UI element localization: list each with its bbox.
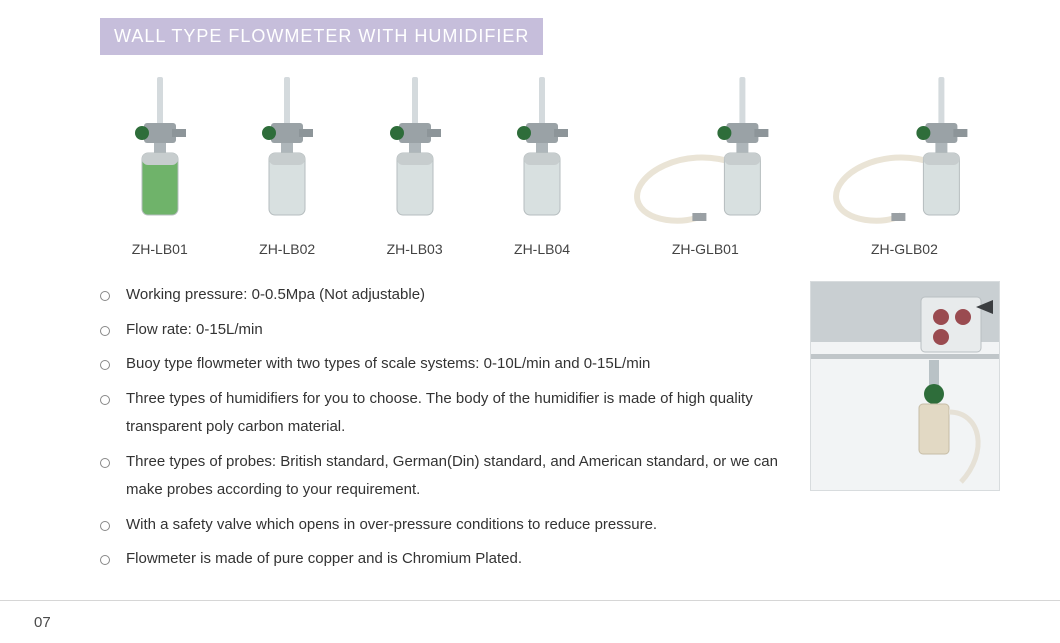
product-zh-lb01: ZH-LB01 bbox=[100, 75, 219, 257]
product-label: ZH-LB02 bbox=[259, 241, 315, 257]
spec-item: Flow rate: 0-15L/min bbox=[100, 316, 790, 345]
footer-rule bbox=[0, 600, 1060, 601]
product-zh-lb03: ZH-LB03 bbox=[355, 75, 474, 257]
product-image bbox=[115, 75, 205, 225]
section-title: WALL TYPE FLOWMETER WITH HUMIDIFIER bbox=[100, 18, 543, 55]
product-image bbox=[819, 75, 989, 225]
context-photo bbox=[810, 281, 1000, 491]
page-number: 07 bbox=[34, 614, 51, 631]
spec-item: Working pressure: 0-0.5Mpa (Not adjustab… bbox=[100, 281, 790, 310]
spec-item: Three types of humidifiers for you to ch… bbox=[100, 385, 790, 442]
product-label: ZH-GLB02 bbox=[871, 241, 938, 257]
product-label: ZH-LB03 bbox=[387, 241, 443, 257]
spec-item: With a safety valve which opens in over-… bbox=[100, 511, 790, 540]
spec-item: Three types of probes: British standard,… bbox=[100, 448, 790, 505]
spec-item: Flowmeter is made of pure copper and is … bbox=[100, 545, 790, 574]
product-image bbox=[370, 75, 460, 225]
spec-item: Buoy type flowmeter with two types of sc… bbox=[100, 350, 790, 379]
product-zh-glb02: ZH-GLB02 bbox=[809, 75, 1000, 257]
spec-list: Working pressure: 0-0.5Mpa (Not adjustab… bbox=[100, 281, 790, 580]
product-image bbox=[242, 75, 332, 225]
catalog-page: WALL TYPE FLOWMETER WITH HUMIDIFIER ZH-L… bbox=[0, 0, 1060, 580]
product-label: ZH-LB01 bbox=[132, 241, 188, 257]
product-label: ZH-GLB01 bbox=[672, 241, 739, 257]
product-label: ZH-LB04 bbox=[514, 241, 570, 257]
lower-section: Working pressure: 0-0.5Mpa (Not adjustab… bbox=[100, 281, 1000, 580]
product-zh-lb04: ZH-LB04 bbox=[482, 75, 601, 257]
product-row: ZH-LB01 ZH-LB02 ZH-LB03 bbox=[100, 75, 1000, 257]
product-zh-glb01: ZH-GLB01 bbox=[610, 75, 801, 257]
product-image bbox=[620, 75, 790, 225]
product-zh-lb02: ZH-LB02 bbox=[227, 75, 346, 257]
product-image bbox=[497, 75, 587, 225]
